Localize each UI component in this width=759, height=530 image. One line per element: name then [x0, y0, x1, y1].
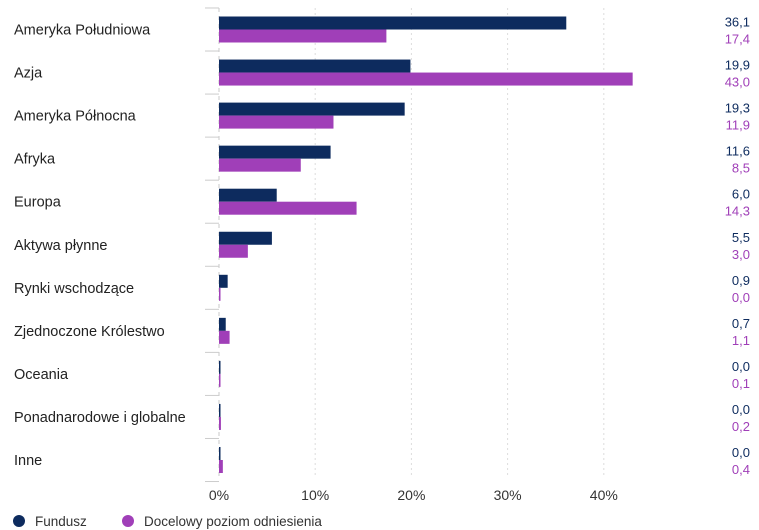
bar-docelowy-poziom-odniesienia-ameryka-polnocna — [219, 115, 334, 129]
category-label-ameryka-poludniowa: Ameryka Południowa — [14, 23, 151, 39]
category-label-zjednoczone-krolestwo: Zjednoczone Królestwo — [14, 324, 165, 340]
value-label-docelowy-poziom-odniesienia-ameryka-poludniowa: 17,4 — [725, 32, 750, 47]
category-label-inne: Inne — [14, 453, 42, 469]
value-label-docelowy-poziom-odniesienia-rynki-wschodzace: 0,0 — [732, 290, 750, 305]
bar-docelowy-poziom-odniesienia-aktywa-plynne — [219, 244, 248, 258]
value-label-fundusz-inne: 0,0 — [732, 445, 750, 460]
x-tick-label: 40% — [590, 487, 618, 503]
x-tick-label: 20% — [397, 487, 425, 503]
value-label-fundusz-ameryka-polnocna: 19,3 — [725, 101, 750, 116]
value-label-fundusz-zjednoczone-krolestwo: 0,7 — [732, 316, 750, 331]
bars — [219, 16, 633, 473]
bar-fundusz-inne — [219, 447, 221, 460]
x-tick-label: 10% — [301, 487, 329, 503]
bar-fundusz-oceania — [219, 360, 221, 374]
category-label-ameryka-polnocna: Ameryka Północna — [14, 109, 137, 125]
bar-fundusz-europa — [219, 188, 277, 202]
bar-docelowy-poziom-odniesienia-ponadnarodowe-i-globalne — [219, 416, 221, 430]
legend-label-docelowy: Docelowy poziom odniesienia — [144, 514, 322, 529]
value-label-fundusz-aktywa-plynne: 5,5 — [732, 230, 750, 245]
legend: Fundusz Docelowy poziom odniesienia — [13, 514, 322, 529]
bar-fundusz-afryka — [219, 145, 331, 159]
legend-label-fundusz: Fundusz — [35, 514, 87, 529]
value-label-docelowy-poziom-odniesienia-aktywa-plynne: 3,0 — [732, 247, 750, 262]
bar-docelowy-poziom-odniesienia-oceania — [219, 373, 221, 387]
value-label-docelowy-poziom-odniesienia-azja: 43,0 — [725, 75, 750, 90]
value-label-fundusz-europa: 6,0 — [732, 187, 750, 202]
value-label-docelowy-poziom-odniesienia-afryka: 8,5 — [732, 161, 750, 176]
category-label-aktywa-plynne: Aktywa płynne — [14, 238, 108, 254]
category-label-ponadnarodowe-i-globalne: Ponadnarodowe i globalne — [14, 410, 186, 426]
value-label-fundusz-ponadnarodowe-i-globalne: 0,0 — [732, 402, 750, 417]
value-label-fundusz-ameryka-poludniowa: 36,1 — [725, 15, 750, 30]
value-label-fundusz-oceania: 0,0 — [732, 359, 750, 374]
bar-fundusz-ameryka-poludniowa — [219, 16, 567, 30]
value-label-docelowy-poziom-odniesienia-inne: 0,4 — [732, 462, 750, 477]
bar-fundusz-aktywa-plynne — [219, 231, 272, 245]
bar-fundusz-ponadnarodowe-i-globalne — [219, 403, 221, 417]
category-label-oceania: Oceania — [14, 367, 69, 383]
value-label-docelowy-poziom-odniesienia-ameryka-polnocna: 11,9 — [726, 118, 750, 133]
value-label-docelowy-poziom-odniesienia-europa: 14,3 — [725, 204, 750, 219]
value-label-fundusz-rynki-wschodzace: 0,9 — [732, 273, 750, 288]
category-label-afryka: Afryka — [14, 152, 56, 168]
value-label-fundusz-azja: 19,9 — [725, 58, 750, 73]
bar-fundusz-azja — [219, 59, 411, 73]
bar-docelowy-poziom-odniesienia-europa — [219, 201, 357, 215]
legend-swatch-fundusz — [13, 515, 25, 527]
bar-fundusz-ameryka-polnocna — [219, 102, 405, 116]
value-label-docelowy-poziom-odniesienia-ponadnarodowe-i-globalne: 0,2 — [732, 419, 750, 434]
bar-docelowy-poziom-odniesienia-afryka — [219, 158, 301, 172]
bar-docelowy-poziom-odniesienia-ameryka-poludniowa — [219, 29, 387, 43]
value-label-docelowy-poziom-odniesienia-zjednoczone-krolestwo: 1,1 — [732, 333, 750, 348]
bar-docelowy-poziom-odniesienia-azja — [219, 72, 633, 86]
x-axis-tick-labels: 0% 10% 20% 30% 40% — [209, 487, 618, 503]
bar-fundusz-rynki-wschodzace — [219, 274, 228, 288]
x-tick-label: 30% — [494, 487, 522, 503]
x-tick-label: 0% — [209, 487, 229, 503]
value-label-docelowy-poziom-odniesienia-oceania: 0,1 — [732, 376, 750, 391]
value-label-fundusz-afryka: 11,6 — [726, 144, 750, 159]
bar-docelowy-poziom-odniesienia-zjednoczone-krolestwo — [219, 330, 230, 344]
legend-swatch-docelowy — [122, 515, 134, 527]
value-labels: 36,1 17,4 19,9 43,0 19,3 11,9 11,6 8,5 6,0 14,3 5,… — [725, 15, 750, 478]
category-labels: Ameryka Południowa Azja Ameryka Północna Af… — [14, 23, 186, 470]
bar-fundusz-zjednoczone-krolestwo — [219, 317, 226, 331]
bar-docelowy-poziom-odniesienia-rynki-wschodzace — [219, 287, 221, 301]
category-label-europa: Europa — [14, 195, 62, 211]
bar-docelowy-poziom-odniesienia-inne — [219, 460, 223, 473]
category-label-azja: Azja — [14, 66, 43, 82]
category-label-rynki-wschodzace: Rynki wschodzące — [14, 281, 134, 297]
